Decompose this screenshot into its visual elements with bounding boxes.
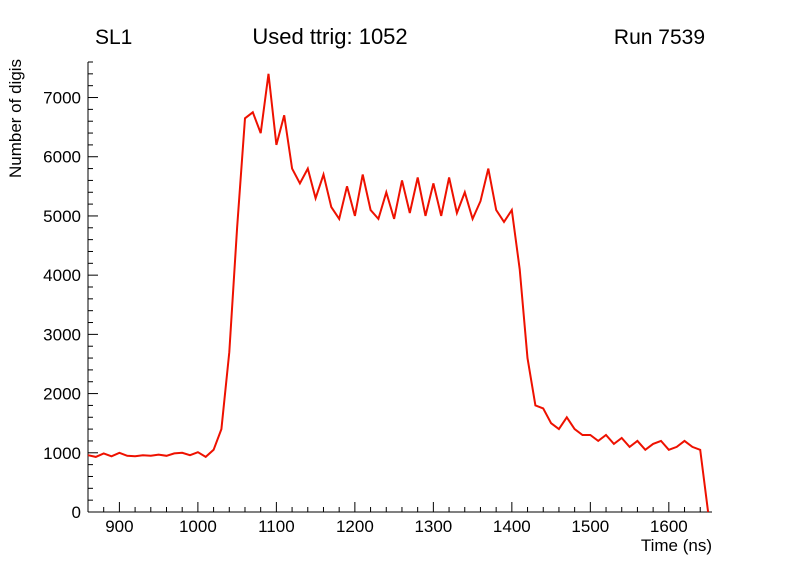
y-tick-label: 7000 bbox=[43, 89, 81, 108]
y-axis-title: Number of digis bbox=[6, 58, 25, 178]
y-tick-label: 6000 bbox=[43, 148, 81, 167]
x-tick-label: 1600 bbox=[650, 517, 688, 536]
pad-title-center: Used ttrig: 1052 bbox=[252, 24, 408, 49]
y-tick-label: 5000 bbox=[43, 207, 81, 226]
y-tick-label: 2000 bbox=[43, 385, 81, 404]
pad-title-left: SL1 bbox=[95, 26, 133, 49]
y-tick-label: 1000 bbox=[43, 444, 81, 463]
x-axis-title: Time (ns) bbox=[640, 536, 712, 555]
y-tick-label: 4000 bbox=[43, 266, 81, 285]
y-tick-label: 0 bbox=[72, 503, 81, 522]
x-tick-label: 1500 bbox=[571, 517, 609, 536]
pad-title-right: Run 7539 bbox=[613, 26, 705, 49]
x-tick-label: 1100 bbox=[258, 517, 295, 536]
y-tick-label: 3000 bbox=[43, 325, 81, 344]
x-tick-label: 1200 bbox=[336, 517, 374, 536]
x-tick-label: 1000 bbox=[179, 517, 217, 536]
x-tick-label: 1400 bbox=[493, 517, 531, 536]
digis-line bbox=[87, 73, 710, 513]
x-tick-label: 1300 bbox=[414, 517, 452, 536]
x-tick-label: 900 bbox=[105, 517, 133, 536]
